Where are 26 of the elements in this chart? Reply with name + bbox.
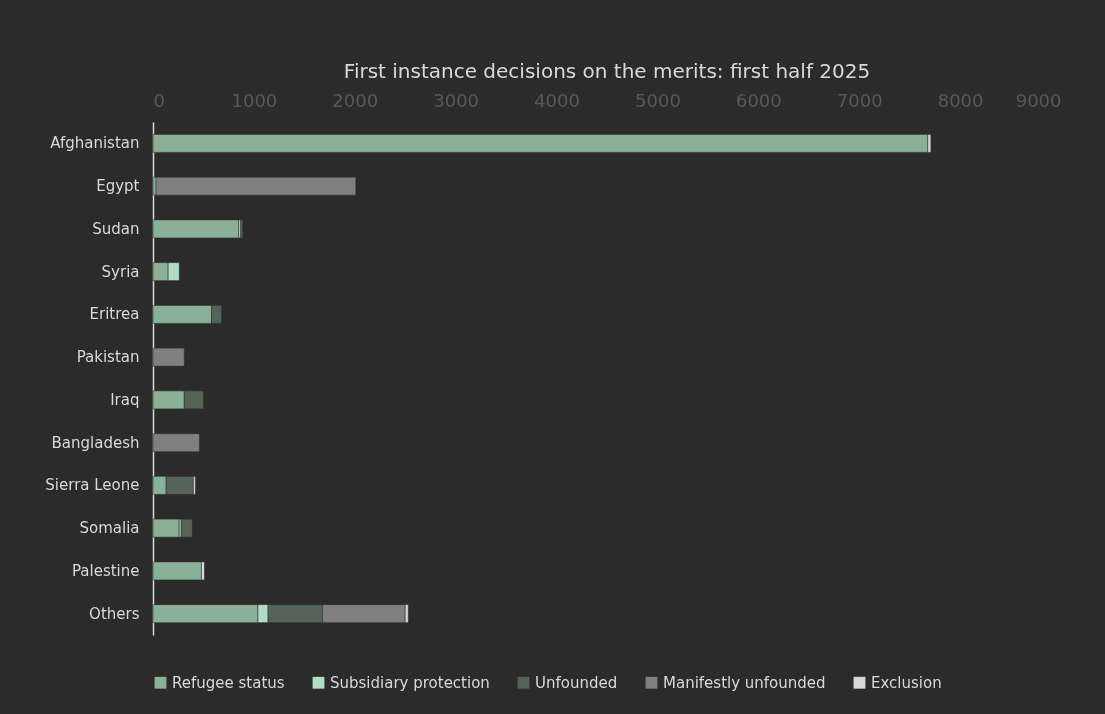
y-tick-label: Egypt bbox=[96, 177, 140, 196]
y-tick-label: Pakistan bbox=[76, 348, 140, 367]
y-tick-label: Syria bbox=[101, 262, 140, 281]
y-tick-label: Afghanistan bbox=[50, 134, 140, 153]
y-tick-label: Sudan bbox=[92, 219, 140, 238]
legend-label: Subsidiary protection bbox=[330, 673, 490, 692]
bar bbox=[181, 518, 193, 538]
bar bbox=[152, 134, 929, 153]
bar bbox=[152, 433, 200, 452]
bar bbox=[155, 176, 357, 196]
y-tick-label: Sierra Leone bbox=[45, 476, 140, 495]
y-tick-label: Iraq bbox=[110, 390, 140, 409]
y-tick-label: Palestine bbox=[71, 561, 140, 580]
y-tick-label: Bangladesh bbox=[51, 433, 140, 452]
bar bbox=[152, 347, 185, 367]
chart-title: First instance decisions on the merits: first half 2025 bbox=[343, 59, 871, 83]
bar bbox=[152, 518, 180, 538]
bar bbox=[152, 561, 202, 581]
bar bbox=[152, 219, 240, 239]
legend-label: Refugee status bbox=[172, 673, 285, 692]
y-tick-label: Others bbox=[89, 604, 140, 623]
legend-label: Exclusion bbox=[871, 673, 942, 692]
legend-label: Unfounded bbox=[535, 673, 618, 692]
legend-label: Manifestly unfounded bbox=[663, 673, 826, 692]
y-tick-label: Eritrea bbox=[89, 305, 140, 324]
y-tick-label: Somalia bbox=[79, 519, 140, 538]
